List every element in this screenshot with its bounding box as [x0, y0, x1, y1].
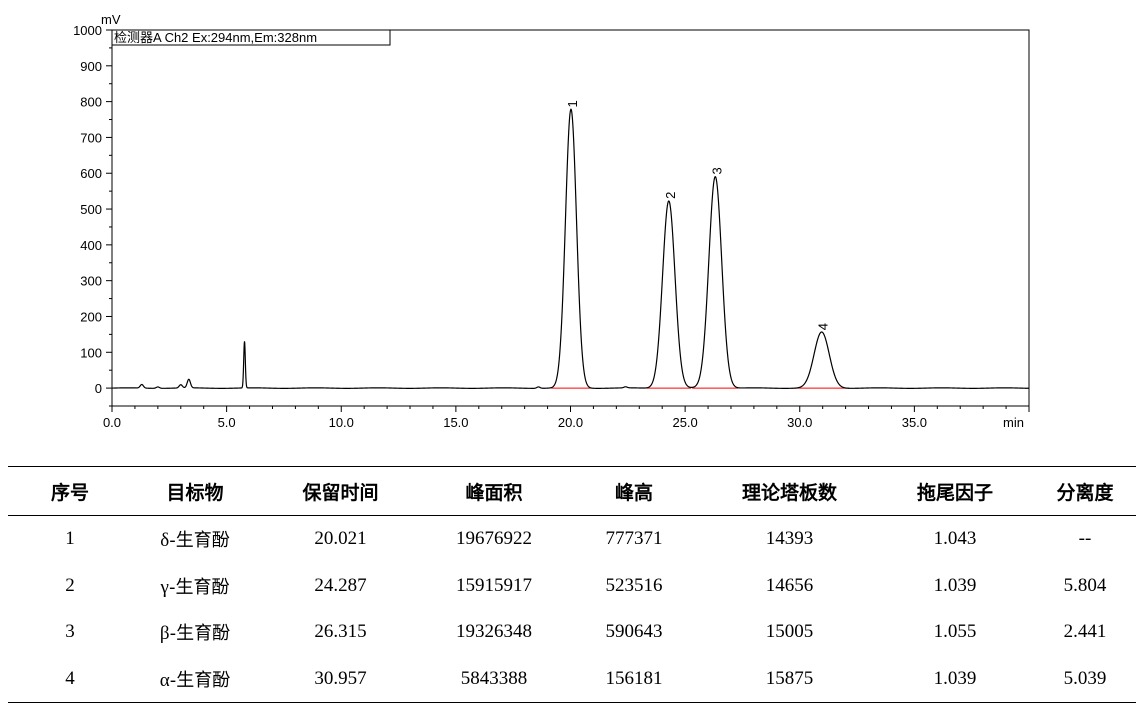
cell-peak-area: 19326348: [456, 621, 532, 643]
results-table: 序号 目标物 保留时间 峰面积 峰高 理论塔板数 拖尾因子 分离度 1 δ-生育…: [8, 466, 1136, 703]
cell-resolution: 5.804: [1063, 574, 1107, 596]
cell-peak-area: 19676922: [456, 528, 532, 550]
table-row: 4 α-生育酚 30.957 5843388 156181 15875 1.03…: [8, 655, 1136, 703]
x-tick-label: 25.0: [672, 415, 697, 430]
cell-peak-area: 15915917: [456, 574, 532, 596]
cell-theoretical-plates: 14393: [765, 528, 814, 550]
cell-retention-time: 24.287: [314, 574, 367, 596]
table-header-row: 序号 目标物 保留时间 峰面积 峰高 理论塔板数 拖尾因子 分离度: [8, 466, 1136, 516]
cell-theoretical-plates: 15005: [765, 621, 814, 643]
cell-peak-height: 156181: [565, 655, 703, 703]
x-axis: 0.0 5.0 10.0 15.0 20.0 25.0 30.0 35.0: [103, 406, 1030, 430]
cell-analyte: δ-生育酚: [132, 516, 258, 563]
y-tick-label: 1000: [73, 23, 102, 38]
cell-peak-height: 590643: [605, 621, 663, 643]
x-unit-label: min: [1003, 415, 1024, 430]
cell-tailing-factor: 1.055: [933, 621, 977, 643]
cell-theoretical-plates: 14656: [765, 574, 814, 596]
cell-retention-time: 20.021: [314, 528, 367, 550]
y-tick-label: 600: [80, 166, 102, 181]
y-unit-label: mV: [101, 12, 121, 27]
cell-tailing-factor: 1.039: [933, 574, 977, 596]
cell-peak-height: 523516: [605, 574, 663, 596]
cell-tailing-factor: 1.043: [933, 528, 977, 550]
cell-index: 2: [65, 574, 75, 596]
header-analyte: 目标物: [132, 466, 258, 516]
cell-theoretical-plates: 15875: [703, 655, 876, 703]
cell-resolution: 5.039: [1034, 655, 1136, 703]
cell-resolution: --: [1078, 528, 1092, 550]
x-tick-label: 20.0: [558, 415, 583, 430]
cell-tailing-factor: 1.039: [876, 655, 1034, 703]
peak-label: 3: [709, 167, 724, 174]
cell-peak-area: 5843388: [423, 655, 565, 703]
x-tick-label: 15.0: [443, 415, 468, 430]
analyte-name: -生育酚: [168, 576, 230, 598]
x-tick-label: 0.0: [103, 415, 121, 430]
y-tick-label: 900: [80, 59, 102, 74]
table-row: 3 β-生育酚 26.315 19326348 590643 15005 1.0…: [8, 609, 1136, 656]
plot-frame: [111, 29, 1030, 407]
peak-label: 1: [565, 100, 580, 107]
table-row: 2 γ-生育酚 24.287 15915917 523516 14656 1.0…: [8, 563, 1136, 610]
header-retention-time: 保留时间: [258, 466, 423, 516]
y-tick-label: 300: [80, 274, 102, 289]
cell-index: 4: [8, 655, 132, 703]
y-tick-label: 200: [80, 309, 102, 324]
y-tick-label: 800: [80, 95, 102, 110]
peak-label: 2: [663, 192, 678, 199]
detector-label: 检测器A Ch2 Ex:294nm,Em:328nm: [114, 30, 317, 45]
y-axis: 0 100 200 300 400 500 600 700 800 900 1000: [73, 23, 112, 407]
cell-peak-height: 777371: [605, 528, 663, 550]
header-index: 序号: [8, 466, 132, 516]
cell-analyte: β-生育酚: [132, 609, 258, 656]
y-tick-label: 400: [80, 238, 102, 253]
y-tick-label: 500: [80, 202, 102, 217]
header-resolution: 分离度: [1034, 466, 1136, 516]
x-tick-label: 5.0: [218, 415, 236, 430]
x-tick-label: 30.0: [787, 415, 812, 430]
analyte-name: -生育酚: [169, 669, 231, 691]
analyte-greek: β: [159, 623, 170, 645]
y-tick-label: 100: [80, 345, 102, 360]
analyte-name: -生育酚: [169, 623, 231, 645]
peak-label: 4: [816, 323, 831, 330]
cell-analyte: γ-生育酚: [132, 563, 258, 610]
chromatogram-trace: [111, 108, 1030, 389]
cell-index: 3: [65, 621, 75, 643]
detector-label-box: [111, 29, 391, 46]
cell-index: 1: [65, 528, 75, 550]
analyte-name: -生育酚: [169, 530, 230, 552]
header-peak-area: 峰面积: [423, 466, 565, 516]
x-tick-label: 10.0: [329, 415, 354, 430]
table-row: 1 δ-生育酚 20.021 19676922 777371 14393 1.0…: [8, 516, 1136, 563]
cell-retention-time: 30.957: [258, 655, 423, 703]
analyte-greek: δ: [160, 530, 170, 552]
cell-retention-time: 26.315: [314, 621, 367, 643]
y-tick-label: 700: [80, 130, 102, 145]
header-peak-height: 峰高: [565, 466, 703, 516]
analyte-greek: γ: [160, 576, 169, 598]
header-tailing-factor: 拖尾因子: [876, 466, 1034, 516]
cell-resolution: 2.441: [1063, 621, 1107, 643]
header-theoretical-plates: 理论塔板数: [703, 466, 876, 516]
analyte-greek: α: [159, 669, 170, 691]
y-tick-label: 0: [95, 381, 102, 396]
cell-analyte: α-生育酚: [132, 655, 258, 703]
peak-labels: 1 2 3 4: [565, 100, 831, 330]
chromatogram-chart: 0 100 200 300 400 500 600 700 800 900 1000 0.0 5.0 1…: [73, 12, 1030, 430]
x-tick-label: 35.0: [902, 415, 927, 430]
